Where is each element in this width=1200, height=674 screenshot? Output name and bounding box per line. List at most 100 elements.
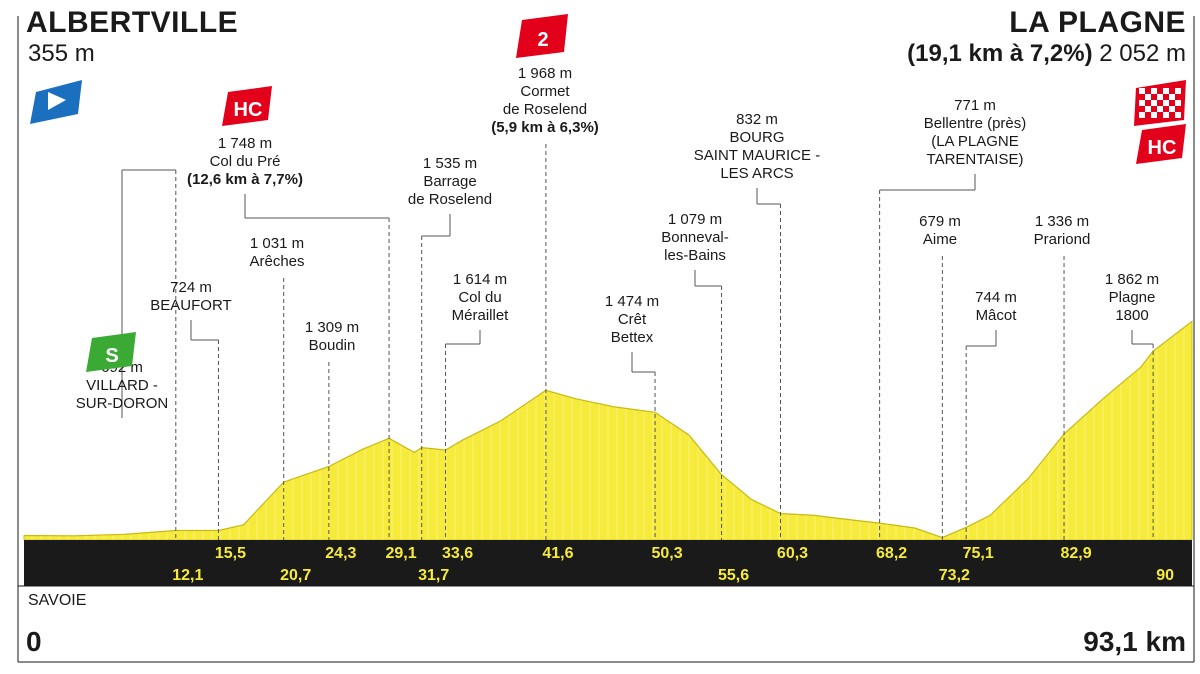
finish-flag-square	[1175, 100, 1181, 106]
elevation-profile-outline	[23, 320, 1193, 539]
waypoint-altitude: 1 535 m	[423, 155, 477, 172]
sprint-badge	[86, 332, 136, 372]
waypoint-name: Prariond	[1034, 231, 1091, 248]
waypoint-name: SAINT MAURICE -	[694, 147, 820, 164]
finish-flag-square	[1175, 112, 1181, 118]
category-badge-2	[516, 14, 568, 58]
finish-flag-square	[1151, 112, 1157, 118]
start-altitude: 355 m	[28, 40, 95, 67]
waypoint-name: Barrage	[423, 173, 476, 190]
category-badge-hc	[222, 86, 272, 126]
sprint-badge-label: S	[105, 345, 118, 367]
waypoint-name: Aime	[923, 231, 957, 248]
waypoint-name: les-Bains	[664, 247, 726, 264]
waypoint-altitude: 1 614 m	[453, 271, 507, 288]
waypoint-altitude: 771 m	[954, 97, 996, 114]
finish-flag-square	[1157, 106, 1163, 112]
finish-flag-square	[1151, 88, 1157, 94]
waypoint-name: LES ARCS	[720, 165, 793, 182]
km-marker-label: 55,6	[718, 567, 749, 584]
finish-flag-square	[1157, 94, 1163, 100]
km-marker-label: 20,7	[280, 567, 311, 584]
waypoint-name: BOURG	[729, 129, 784, 146]
km-marker-label: 82,9	[1060, 545, 1091, 562]
waypoint-altitude: 832 m	[736, 111, 778, 128]
finish-flag-icon	[1134, 80, 1186, 126]
waypoint-altitude: 679 m	[919, 213, 961, 230]
waypoint-name: Mâcot	[976, 307, 1018, 324]
km-marker-label: 90	[1156, 567, 1174, 584]
waypoint-altitude: 1 031 m	[250, 235, 304, 252]
finish-flag-square	[1145, 94, 1151, 100]
distance-end-label: 93,1 km	[1083, 626, 1186, 657]
profile-sky-mask	[24, 300, 1192, 538]
finish-altitude: 2 052 m	[1099, 40, 1186, 67]
distance-start-label: 0	[26, 626, 42, 657]
km-marker-label: 12,1	[172, 567, 203, 584]
waypoint-name: de Roselend	[503, 101, 587, 118]
waypoint-climb-stats: (5,9 km à 6,3%)	[491, 119, 599, 136]
waypoint-name: Crêt	[618, 311, 647, 328]
finish-flag-square	[1139, 88, 1145, 94]
finish-climb-stats: (19,1 km à 7,2%)	[907, 40, 1093, 67]
waypoint-name: (LA PLAGNE	[931, 133, 1019, 150]
start-town-name: ALBERTVILLE	[26, 6, 239, 39]
km-marker-label: 73,2	[939, 567, 970, 584]
waypoint-altitude: 744 m	[975, 289, 1017, 306]
finish-category-badge-hc	[1136, 124, 1186, 164]
waypoint-name: Boudin	[309, 337, 356, 354]
waypoint-name: 1800	[1115, 307, 1148, 324]
km-marker-label: 50,3	[651, 545, 682, 562]
waypoint-name: Plagne	[1109, 289, 1156, 306]
waypoint-name: Cormet	[520, 83, 570, 100]
waypoint-name: Bonneval-	[661, 229, 729, 246]
waypoint-altitude: 1 862 m	[1105, 271, 1159, 288]
waypoint-altitude: 1 474 m	[605, 293, 659, 310]
waypoint-name: Bettex	[611, 329, 654, 346]
waypoint-name: Méraillet	[452, 307, 510, 324]
waypoint-altitude: 1 748 m	[218, 135, 272, 152]
finish-flag-square	[1163, 100, 1169, 106]
finish-flag-square	[1139, 112, 1145, 118]
finish-category-badge-hc-label: HC	[1148, 137, 1177, 159]
km-marker-label: 75,1	[963, 545, 994, 562]
waypoint-name: Col du	[458, 289, 501, 306]
waypoint-name: Arêches	[249, 253, 304, 270]
waypoint-name: TARENTAISE)	[927, 151, 1024, 168]
finish-flag-square	[1151, 100, 1157, 106]
waypoint-altitude: 1 309 m	[305, 319, 359, 336]
waypoint-name: BEAUFORT	[150, 297, 231, 314]
waypoint-altitude: 1 968 m	[518, 65, 572, 82]
km-marker-label: 29,1	[386, 545, 417, 562]
waypoint-name: VILLARD -	[86, 377, 158, 394]
waypoint-altitude: 1 079 m	[668, 211, 722, 228]
region-label: SAVOIE	[28, 592, 87, 609]
waypoint-name: Bellentre (près)	[924, 115, 1027, 132]
waypoint-name: Col du Pré	[210, 153, 281, 170]
finish-flag-square	[1163, 88, 1169, 94]
finish-flag-square	[1145, 106, 1151, 112]
finish-flag-square	[1175, 88, 1181, 94]
finish-flag-square	[1169, 94, 1175, 100]
km-band	[24, 540, 1192, 586]
km-marker-label: 15,5	[215, 545, 246, 562]
km-marker-label: 24,3	[325, 545, 356, 562]
finish-climb-info: (19,1 km à 7,2%) 2 052 m	[907, 40, 1186, 68]
waypoint-climb-stats: (12,6 km à 7,7%)	[187, 171, 303, 188]
km-marker-label: 41,6	[542, 545, 573, 562]
waypoint-altitude: 1 336 m	[1035, 213, 1089, 230]
finish-town-name: LA PLAGNE	[1009, 6, 1186, 39]
waypoint-name: SUR-DORON	[76, 395, 169, 412]
finish-flag-square	[1163, 112, 1169, 118]
category-badge-hc-label: HC	[234, 99, 263, 121]
finish-flag-square	[1169, 106, 1175, 112]
km-marker-label: 31,7	[418, 567, 449, 584]
waypoint-name: de Roselend	[408, 191, 492, 208]
waypoint-altitude: 724 m	[170, 279, 212, 296]
start-arrow-icon	[48, 92, 66, 110]
km-marker-label: 33,6	[442, 545, 473, 562]
km-marker-label: 60,3	[777, 545, 808, 562]
km-marker-label: 68,2	[876, 545, 907, 562]
